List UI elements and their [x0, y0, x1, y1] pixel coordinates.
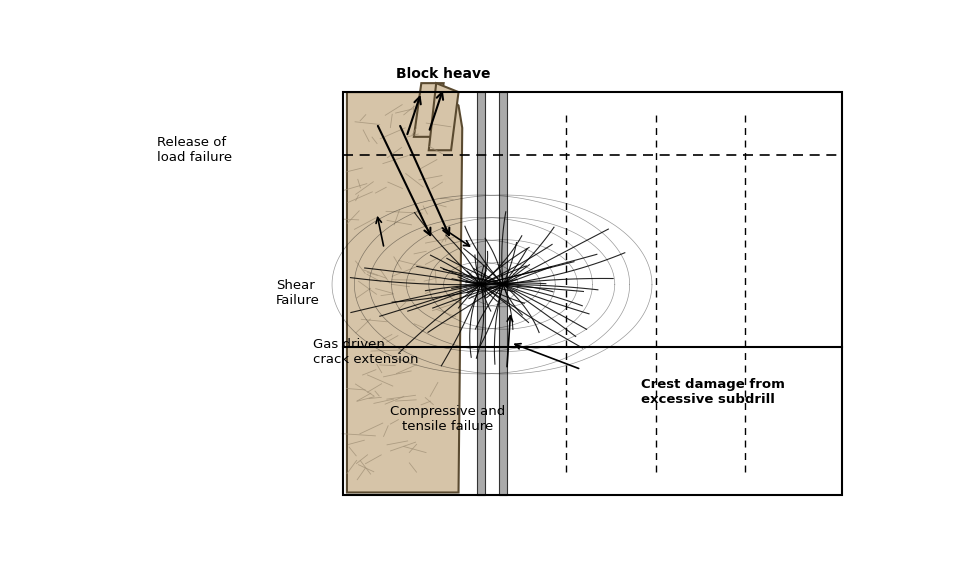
Bar: [499, 92, 507, 495]
Polygon shape: [414, 83, 444, 137]
Polygon shape: [429, 83, 459, 150]
Text: Gas driven
crack extension: Gas driven crack extension: [313, 338, 419, 365]
Text: Crest damage from
excessive subdrill: Crest damage from excessive subdrill: [641, 378, 784, 406]
Polygon shape: [347, 92, 463, 493]
Text: Shear
Failure: Shear Failure: [276, 279, 320, 307]
Text: Block heave: Block heave: [396, 67, 491, 81]
Text: Compressive and
tensile failure: Compressive and tensile failure: [390, 405, 505, 433]
Bar: [477, 92, 485, 495]
Text: Release of
load failure: Release of load failure: [157, 137, 232, 164]
Bar: [344, 92, 842, 495]
